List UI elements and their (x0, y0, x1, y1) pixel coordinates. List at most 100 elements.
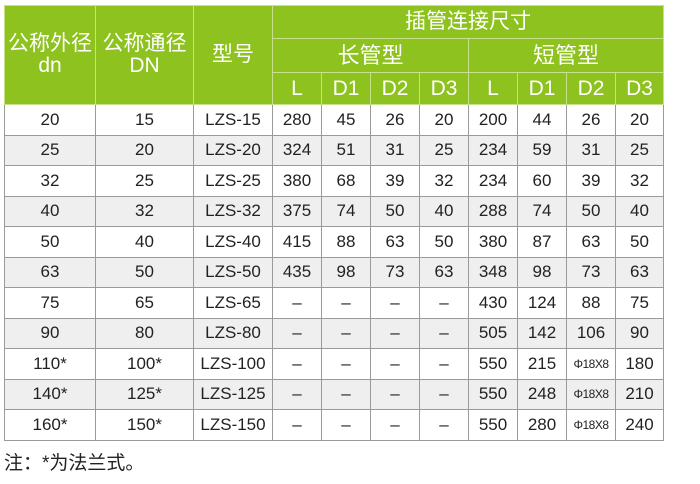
table-cell: 20 (4, 104, 96, 136)
table-cell: 348 (468, 256, 518, 288)
table-cell: 380 (272, 165, 322, 197)
table-cell: 150* (95, 409, 194, 441)
table-cell: 25 (419, 134, 469, 166)
table-cell: 280 (272, 104, 322, 136)
header-short-d3: D3 (615, 72, 664, 105)
table-cell: 51 (321, 134, 371, 166)
table-cell: Φ18X8 (566, 378, 616, 410)
table-cell: – (272, 409, 322, 441)
table-cell: 32 (95, 195, 194, 227)
table-cell: – (370, 317, 420, 349)
table-cell: 80 (95, 317, 194, 349)
table-cell: 31 (370, 134, 420, 166)
header-long-d1: D1 (321, 72, 371, 105)
table-row: 25 20 LZS-20 324 51 31 25 234 59 31 25 (4, 134, 664, 166)
table-cell: 20 (615, 104, 664, 136)
table-cell: 240 (615, 409, 664, 441)
table-cell: LZS-40 (193, 226, 273, 258)
table-cell: 20 (419, 104, 469, 136)
table-cell: 45 (321, 104, 371, 136)
table-cell: 32 (419, 165, 469, 197)
table-cell: 215 (517, 348, 567, 380)
table-cell: 32 (4, 165, 96, 197)
table-cell: 63 (4, 256, 96, 288)
table-cell: 50 (370, 195, 420, 227)
header-short-d1: D1 (517, 72, 567, 105)
table-cell: 550 (468, 409, 518, 441)
table-cell: 106 (566, 317, 616, 349)
header-short-type: 短管型 (468, 38, 664, 73)
table-cell: 288 (468, 195, 518, 227)
table-cell: 100* (95, 348, 194, 380)
table-cell: Φ18X8 (566, 348, 616, 380)
table-cell: 435 (272, 256, 322, 288)
table-row: 32 25 LZS-25 380 68 39 32 234 60 39 32 (4, 165, 664, 197)
header-short-l: L (468, 72, 518, 105)
table-cell: 125* (95, 378, 194, 410)
table-cell: 73 (370, 256, 420, 288)
table-cell: 90 (4, 317, 96, 349)
table-cell: 63 (615, 256, 664, 288)
table-cell: 40 (419, 195, 469, 227)
table-cell: 550 (468, 378, 518, 410)
table-cell: 68 (321, 165, 371, 197)
header-long-d2: D2 (370, 72, 420, 105)
table-cell: 60 (517, 165, 567, 197)
table-row: 20 15 LZS-15 280 45 26 20 200 44 26 20 (4, 104, 664, 136)
table-cell: 63 (370, 226, 420, 258)
table-cell: 234 (468, 165, 518, 197)
table-cell: – (419, 409, 469, 441)
table-cell: LZS-80 (193, 317, 273, 349)
table-cell: – (370, 378, 420, 410)
table-cell: – (272, 378, 322, 410)
table-cell: 39 (566, 165, 616, 197)
table-cell: 74 (517, 195, 567, 227)
table-cell: 180 (615, 348, 664, 380)
table-cell: 50 (419, 226, 469, 258)
table-cell: 248 (517, 378, 567, 410)
table-cell: 75 (4, 287, 96, 319)
table-cell: – (272, 287, 322, 319)
table-cell: 415 (272, 226, 322, 258)
table-row: 110* 100* LZS-100– – – –550 215 Φ18X8 180 (4, 348, 664, 380)
header-long-type: 长管型 (272, 38, 469, 73)
table-cell: 98 (321, 256, 371, 288)
table-cell: – (370, 348, 420, 380)
table-cell: 430 (468, 287, 518, 319)
table-cell: – (272, 317, 322, 349)
table-cell: 375 (272, 195, 322, 227)
table-cell: 40 (615, 195, 664, 227)
table-cell: 200 (468, 104, 518, 136)
table-cell: 210 (615, 378, 664, 410)
header-outer-diameter: 公称外径 dn (4, 5, 96, 105)
table-cell: – (321, 317, 371, 349)
table-cell: LZS-25 (193, 165, 273, 197)
table-cell: 98 (517, 256, 567, 288)
table-cell: 31 (566, 134, 616, 166)
table-row: 75 65 LZS-65– – – –430 124 88 75 (4, 287, 664, 319)
table-cell: 550 (468, 348, 518, 380)
table-cell: 74 (321, 195, 371, 227)
table-cell: 25 (615, 134, 664, 166)
table-cell: LZS-65 (193, 287, 273, 319)
table-cell: – (321, 287, 371, 319)
table-cell: 380 (468, 226, 518, 258)
table-cell: 26 (566, 104, 616, 136)
table-row: 90 80 LZS-80– – – –505 142 106 90 (4, 317, 664, 349)
table-cell: 140* (4, 378, 96, 410)
header-long-l: L (272, 72, 322, 105)
table-cell: LZS-150 (193, 409, 273, 441)
table-cell: 26 (370, 104, 420, 136)
table-cell: 25 (4, 134, 96, 166)
table-cell: 88 (321, 226, 371, 258)
table-cell: – (370, 287, 420, 319)
table-cell: – (370, 409, 420, 441)
header-short-d2: D2 (566, 72, 616, 105)
table-cell: 59 (517, 134, 567, 166)
table-cell: LZS-32 (193, 195, 273, 227)
table-cell: 234 (468, 134, 518, 166)
table-cell: – (419, 317, 469, 349)
table-cell: – (321, 378, 371, 410)
dimension-table: 公称外径 dn 公称通径 DN 型号 插管连接尺寸 长管型 短管型 L D1 D2 D3 L… (4, 5, 664, 441)
table-cell: 50 (566, 195, 616, 227)
